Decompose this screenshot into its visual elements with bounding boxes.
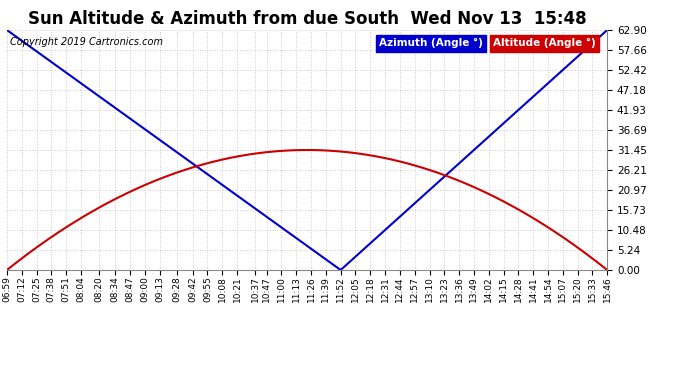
Title: Sun Altitude & Azimuth from due South  Wed Nov 13  15:48: Sun Altitude & Azimuth from due South We… bbox=[28, 10, 586, 28]
Text: Copyright 2019 Cartronics.com: Copyright 2019 Cartronics.com bbox=[10, 37, 163, 47]
Text: Azimuth (Angle °): Azimuth (Angle °) bbox=[379, 38, 483, 48]
Text: Altitude (Angle °): Altitude (Angle °) bbox=[493, 38, 596, 48]
